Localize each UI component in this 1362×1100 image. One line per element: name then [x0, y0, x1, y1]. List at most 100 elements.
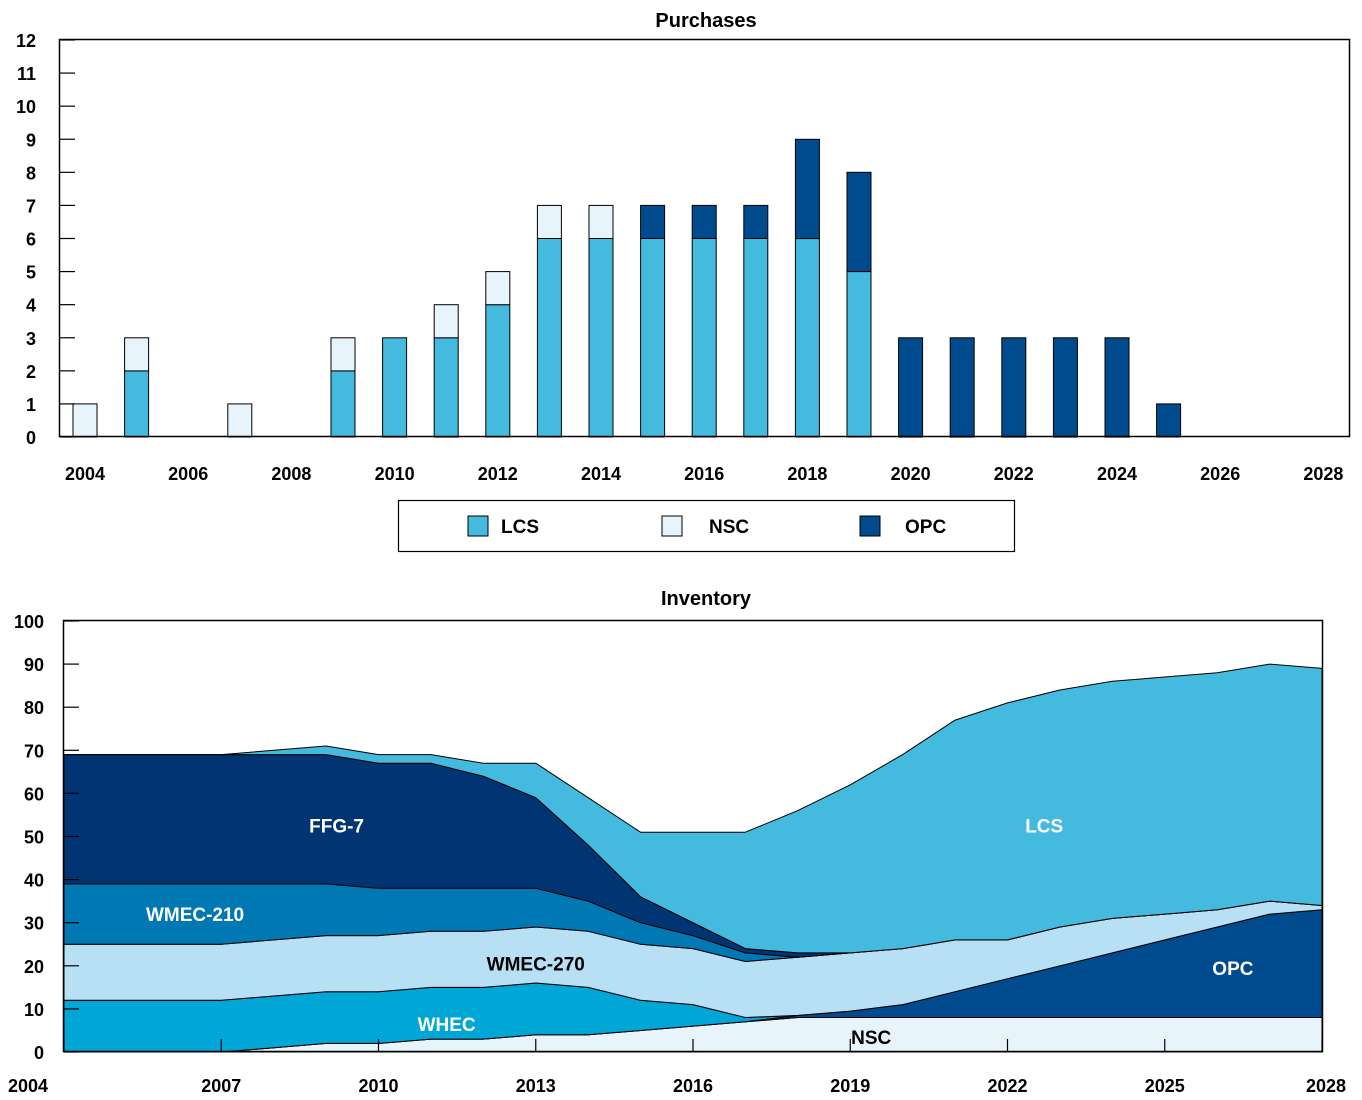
bar-lcs-2010 [382, 337, 408, 438]
bar-opc-2016 [691, 204, 717, 239]
bar-opc-2023 [1052, 337, 1078, 438]
inventory-x-tick-label: 2010 [358, 1076, 398, 1096]
purchases-y-tick-label: 1 [26, 395, 36, 415]
bar-opc-2015 [640, 204, 666, 239]
area-label-lcs: LCS [1025, 817, 1063, 838]
purchases-x-tick-label: 2020 [891, 464, 931, 484]
purchases-x-tick-label: 2014 [581, 464, 621, 484]
bar-nsc-2012 [485, 271, 511, 306]
purchases-x-tick-label: 2028 [1303, 464, 1343, 484]
inventory-y-tick-label: 20 [24, 957, 44, 977]
bar-opc-2024 [1104, 337, 1130, 438]
bar-opc-2020 [898, 337, 924, 438]
inventory-x-tick-label: 2013 [516, 1076, 556, 1096]
purchases-x-tick-label: 2004 [65, 464, 105, 484]
purchases-plot-frame [58, 38, 1351, 438]
purchases-x-tick-label: 2010 [375, 464, 415, 484]
inventory-title: Inventory [661, 588, 752, 610]
bar-opc-2019 [846, 171, 872, 272]
inventory-chart: Inventory NSC OPC WHEC WMEC-270 WMEC-210 FFG-… [8, 588, 1346, 1096]
bar-lcs-2015 [640, 238, 666, 438]
inventory-x-axis: 2004 2007 2010 2013 2016 2019 2022 2025 2028 [8, 1039, 1346, 1096]
purchases-y-tick-label: 8 [26, 163, 36, 183]
bar-opc-2025 [1156, 403, 1182, 438]
legend-label-nsc: NSC [709, 517, 749, 538]
inventory-x-tick-label: 2004 [8, 1076, 48, 1096]
inventory-x-tick-label: 2016 [673, 1076, 713, 1096]
bar-lcs-2005 [124, 370, 150, 438]
bar-lcs-2009 [330, 370, 356, 438]
inventory-y-tick-label: 80 [24, 698, 44, 718]
area-label-wmec-270: WMEC-270 [487, 955, 585, 976]
inventory-areas [63, 663, 1323, 1053]
purchases-bars [72, 138, 1182, 438]
inventory-plot-frame [62, 619, 1324, 1053]
inventory-x-tick-label: 2019 [830, 1076, 870, 1096]
purchases-y-tick-label: 11 [17, 64, 36, 84]
area-label-ffg-7: FFG-7 [309, 817, 364, 838]
purchases-y-tick-label: 4 [26, 296, 36, 316]
purchases-x-tick-label: 2018 [787, 464, 827, 484]
purchases-x-tick-label: 2006 [168, 464, 208, 484]
purchases-x-axis: 2004 2006 2008 2010 2012 2014 2016 2018 2020 2022… [65, 464, 1343, 484]
legend-item-nsc: NSC [661, 515, 749, 538]
area-label-wmec-210: WMEC-210 [146, 905, 244, 926]
bar-lcs-2017 [743, 238, 769, 438]
purchases-x-tick-label: 2026 [1200, 464, 1240, 484]
bar-opc-2022 [1001, 337, 1027, 438]
legend-swatch-lcs [467, 515, 489, 537]
purchases-title: Purchases [655, 10, 756, 32]
purchases-y-tick-label: 12 [16, 31, 36, 51]
bar-lcs-2013 [536, 238, 562, 438]
inventory-area-labels: NSC OPC WHEC WMEC-270 WMEC-210 FFG-7 LCS [146, 817, 1254, 1049]
bar-nsc-2014 [588, 204, 614, 239]
bar-opc-2021 [949, 337, 975, 438]
purchases-y-tick-label: 7 [26, 196, 36, 216]
legend-item-opc: OPC [859, 515, 946, 538]
legend-label-opc: OPC [905, 517, 946, 538]
bar-opc-2018 [794, 138, 820, 240]
legend-swatch-nsc [661, 515, 683, 537]
inventory-y-tick-label: 40 [24, 871, 44, 891]
area-label-opc: OPC [1212, 959, 1253, 980]
bar-nsc-2004 [72, 403, 98, 438]
inventory-y-tick-label: 10 [24, 1000, 44, 1020]
bar-nsc-2011 [433, 304, 459, 339]
purchases-x-tick-label: 2012 [478, 464, 518, 484]
purchases-x-tick-label: 2022 [994, 464, 1034, 484]
bar-lcs-2012 [485, 304, 511, 438]
inventory-x-tick-label: 2007 [201, 1076, 241, 1096]
inventory-x-tick-label: 2025 [1145, 1076, 1185, 1096]
purchases-legend: LCS NSC OPC [397, 499, 1016, 553]
inventory-x-tick-label: 2022 [987, 1076, 1027, 1096]
inventory-y-tick-label: 50 [24, 828, 44, 848]
legend-label-lcs: LCS [501, 517, 539, 538]
purchases-y-tick-label: 0 [26, 428, 36, 448]
bar-lcs-2014 [588, 238, 614, 438]
bar-nsc-2007 [227, 403, 253, 438]
bar-opc-2017 [743, 204, 769, 239]
inventory-y-tick-label: 70 [24, 741, 44, 761]
inventory-y-tick-label: 60 [24, 784, 44, 804]
bar-nsc-2005 [124, 337, 150, 372]
legend-swatch-opc [859, 515, 881, 537]
legend-item-lcs: LCS [467, 515, 539, 538]
purchases-y-tick-label: 6 [26, 230, 36, 250]
inventory-y-tick-label: 90 [24, 655, 44, 675]
bar-lcs-2011 [433, 337, 459, 438]
area-label-whec: WHEC [418, 1015, 476, 1036]
purchases-x-tick-label: 2016 [684, 464, 724, 484]
inventory-y-tick-label: 30 [24, 914, 44, 934]
inventory-y-tick-label: 100 [14, 612, 44, 632]
purchases-y-tick-label: 5 [26, 263, 36, 283]
bar-lcs-2016 [691, 238, 717, 438]
inventory-y-tick-label: 0 [34, 1043, 44, 1063]
inventory-y-axis: 0 10 20 30 40 50 60 70 80 90 100 [14, 612, 79, 1063]
bar-lcs-2019 [846, 271, 872, 438]
bar-nsc-2009 [330, 337, 356, 372]
purchases-y-tick-label: 9 [26, 130, 36, 150]
purchases-x-tick-label: 2024 [1097, 464, 1137, 484]
bar-nsc-2013 [536, 204, 562, 239]
